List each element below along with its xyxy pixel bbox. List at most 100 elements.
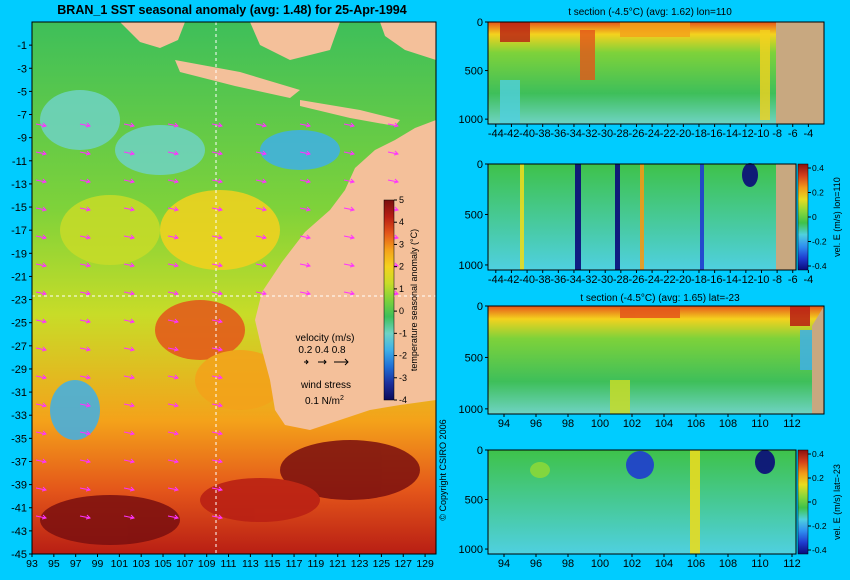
wind-arrow [123, 206, 135, 212]
section-4-y-tick-label: 1000 [459, 544, 483, 556]
wind-arrow [211, 122, 223, 128]
section-2-y-axis: 0 500 1000 [459, 159, 488, 272]
wind-arrow [343, 178, 355, 184]
section-1-x-tick-label: -36 [550, 128, 566, 140]
wind-arrow [167, 234, 179, 240]
section-1-x-tick-label: -32 [582, 128, 598, 140]
section-1-x-tick-label: -6 [788, 128, 798, 140]
section-2-x-tick-label: -12 [738, 274, 754, 286]
section-4-y-axis: 0 500 1000 [459, 445, 488, 556]
wind-arrow [167, 262, 179, 268]
wind-arrow [35, 122, 47, 128]
wind-arrow [299, 122, 311, 128]
map-x-tick-label: 119 [308, 558, 325, 570]
map-y-tick-label: -37 [11, 456, 27, 468]
section-4-y-tick-label: 500 [465, 495, 483, 507]
map-colorbar-tick-label: 4 [399, 217, 404, 227]
wind-arrow [123, 290, 135, 296]
wind-arrow [255, 178, 267, 184]
colorbar-tick-label: -0.4 [812, 261, 827, 271]
wind-arrow [167, 206, 179, 212]
map-x-tick-label: 129 [416, 558, 434, 570]
section-3-x-tick-label: 112 [783, 418, 801, 430]
map-y-tick-label: -5 [17, 86, 27, 98]
map-y-tick-label: -29 [11, 364, 27, 376]
wind-arrow [211, 514, 223, 520]
section-1-x-tick-label: -4 [803, 128, 813, 140]
wind-arrow [211, 290, 223, 296]
section-3-field [488, 306, 824, 414]
section-1-frame [487, 21, 825, 125]
wind-arrow [167, 318, 179, 324]
section-1-x-tick-label: -38 [535, 128, 551, 140]
section-2-x-tick-label: -28 [613, 274, 629, 286]
section-3-y-tick-label: 0 [477, 301, 483, 313]
colorbar-tick-label: 0 [812, 497, 817, 507]
colorbar-tick-label: -0.4 [812, 545, 827, 555]
velocity-legend: velocity (m/s) 0.2 0.4 0.8 wind stress 0… [296, 333, 355, 407]
section-1-x-tick-label: -20 [675, 128, 691, 140]
wind-arrow [79, 318, 91, 324]
wind-arrow [211, 346, 223, 352]
wind-arrow [255, 122, 267, 128]
map-x-tick-label: 115 [264, 558, 281, 570]
map-y-tick-label: -13 [11, 179, 27, 191]
colorbar-tick-label: 0.2 [812, 188, 824, 198]
wind-arrow [35, 150, 47, 156]
section-2-x-tick-label: -38 [535, 274, 551, 286]
section-2-x-tick-label: -22 [660, 274, 676, 286]
wind-arrow [123, 318, 135, 324]
section-4-plot [487, 449, 809, 555]
section-4-x-tick-label: 110 [751, 558, 769, 570]
wind-arrow [343, 234, 355, 240]
section-4-colorbar-label: vel. E (m/s) lat=-23 [832, 464, 842, 540]
wind-arrow [123, 430, 135, 436]
wind-arrow [343, 150, 355, 156]
section-2-x-tick-label: -24 [644, 274, 660, 286]
map-x-tick-label: 121 [329, 558, 347, 570]
section-2-x-tick-label: -8 [772, 274, 782, 286]
section-2-x-tick-label: -42 [503, 274, 519, 286]
wind-arrow [343, 122, 355, 128]
map-x-tick-label: 113 [242, 558, 259, 570]
wind-arrow [79, 486, 91, 492]
section-3-plot [487, 305, 825, 415]
section-2-x-tick-label: -20 [675, 274, 691, 286]
map-y-tick-label: -39 [11, 480, 27, 492]
section-2-plot [487, 163, 809, 271]
section-2-land [776, 164, 796, 270]
colorbar-tick-label: -0.2 [812, 237, 827, 247]
map-x-tick-label: 109 [198, 558, 216, 570]
wind-arrow [35, 178, 47, 184]
wind-arrow [123, 122, 135, 128]
section-1-x-tick-label: -42 [503, 128, 519, 140]
section-1-x-tick-label: -44 [488, 128, 504, 140]
map-y-tick-label: -27 [11, 341, 27, 353]
map-y-tick-label: -3 [17, 63, 27, 75]
map-colorbar-tick-label: -2 [399, 351, 407, 361]
wind-arrow [211, 178, 223, 184]
wind-arrow [123, 234, 135, 240]
wind-arrow [211, 206, 223, 212]
wind-arrow [79, 206, 91, 212]
map-y-tick-label: -19 [11, 248, 27, 260]
section-2-x-tick-label: -14 [722, 274, 738, 286]
wind-arrow [123, 150, 135, 156]
map-colorbar-tick-label: 5 [399, 195, 404, 205]
map-x-tick-label: 99 [92, 558, 104, 570]
wind-arrow [299, 150, 311, 156]
section-2-x-tick-label: -36 [550, 274, 566, 286]
wind-arrow [35, 458, 47, 464]
section-1-x-tick-label: -24 [644, 128, 660, 140]
map-x-tick-label: 127 [394, 558, 412, 570]
wind-legend-value: 0.1 N/m2 [305, 395, 344, 407]
wind-arrow [123, 374, 135, 380]
land-new-guinea [380, 22, 436, 60]
section-4-colorbar-ticks: 0.4 0.2 0 -0.2 -0.4 [808, 449, 827, 555]
map-x-tick-label: 105 [154, 558, 172, 570]
section-4-y-tick-label: 0 [477, 445, 483, 457]
section-1-y-tick-label: 500 [465, 66, 483, 78]
section-1-x-axis: -44 -42 -40 -38 -36 -34 -32 -30 -28 -26 -24 -22 -20-… [488, 124, 813, 140]
map-colorbar-label: temperature seasonal anomaly (°C) [409, 229, 419, 371]
